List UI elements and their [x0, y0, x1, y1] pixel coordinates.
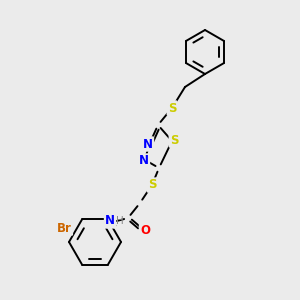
Text: S: S — [168, 101, 176, 115]
Text: N: N — [143, 137, 153, 151]
Text: Br: Br — [57, 221, 72, 235]
Text: H: H — [116, 216, 124, 226]
Text: S: S — [170, 134, 178, 146]
Text: N: N — [105, 214, 115, 227]
Text: O: O — [140, 224, 150, 236]
Text: N: N — [139, 154, 149, 167]
Text: S: S — [148, 178, 156, 191]
